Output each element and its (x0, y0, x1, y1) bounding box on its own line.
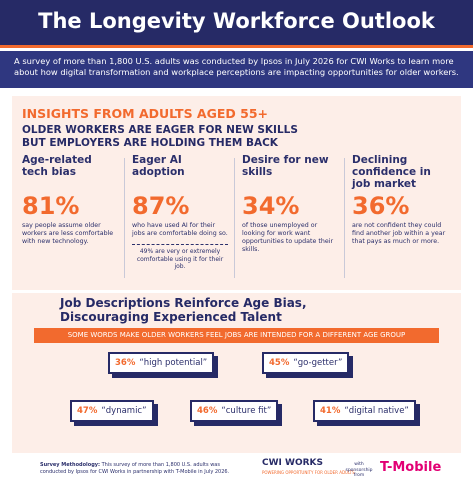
insights-heading: INSIGHTS FROM ADULTS AGED 55+ (22, 106, 268, 121)
stat-title: Declining confidence in job market (352, 154, 431, 190)
stat-column: Declining confidence in job market 36% are… (352, 154, 448, 284)
stat-text: are not confident they could find anothe… (352, 222, 446, 245)
stat-value: 87% (132, 192, 190, 220)
stat-value: 36% (352, 192, 410, 220)
word-bubble: 45% “go-getter” (262, 352, 350, 374)
insights-panel (12, 96, 461, 290)
stat-title: Eager AI adoption (132, 154, 185, 178)
intro: A survey of more than 1,800 U.S. adults … (0, 51, 473, 88)
word: “culture fit” (221, 406, 272, 416)
word: “high potential” (139, 358, 208, 368)
word-bubble: 41% “digital native” (313, 400, 416, 422)
word: “dynamic” (101, 406, 147, 416)
word-bubble: 46% “culture fit” (190, 400, 279, 422)
words-panel (12, 293, 461, 453)
insights-subheading: OLDER WORKERS ARE EAGER FOR NEW SKILLS B… (22, 124, 298, 149)
divider (344, 158, 345, 278)
word: “digital native” (344, 406, 409, 416)
sponsorship: with sponsorship from (345, 462, 373, 478)
word-percent: 36% (115, 358, 136, 368)
words-banner: SOME WORDS MAKE OLDER WORKERS FEEL JOBS … (34, 328, 439, 343)
word-percent: 46% (197, 406, 218, 416)
title: The Longevity Workforce Outlook (38, 9, 435, 33)
word-bubble: 36% “high potential” (108, 352, 215, 374)
word: “go-getter” (293, 358, 343, 368)
stat-text: say people assume older workers are less… (22, 222, 114, 245)
stat-note: 49% are very or extremely comfortable us… (132, 244, 228, 271)
sponsor: T-Mobile (380, 460, 442, 475)
methodology-label: Survey Methodology: (40, 462, 101, 468)
stat-column: Desire for new skills 34% of those unemplo… (242, 154, 338, 284)
methodology-text: This survey of more than 1,800 U.S. adul… (40, 462, 230, 475)
methodology: Survey Methodology: This survey of more … (40, 462, 230, 475)
stat-text: of those unemployed or looking for work … (242, 222, 334, 253)
stat-column: Eager AI adoption 87% who have used AI for… (132, 154, 228, 284)
stat-value: 34% (242, 192, 300, 220)
stat-title: Age-related tech bias (22, 154, 92, 178)
stat-title: Desire for new skills (242, 154, 329, 178)
divider (124, 158, 125, 278)
stat-value: 81% (22, 192, 80, 220)
header-bar (0, 0, 473, 48)
word-percent: 45% (269, 358, 290, 368)
logo: CWI WORKS (262, 458, 323, 468)
stat-column: Age-related tech bias 81% say people assum… (22, 154, 118, 284)
word-bubble: 47% “dynamic” (70, 400, 154, 422)
divider (234, 158, 235, 278)
tagline: POWERING OPPORTUNITY FOR OLDER ADULTS (262, 470, 355, 475)
words-title: Job Descriptions Reinforce Age Bias, Dis… (60, 296, 307, 324)
stat-text: who have used AI for their jobs are comf… (132, 222, 228, 237)
word-percent: 47% (77, 406, 98, 416)
word-percent: 41% (320, 406, 341, 416)
